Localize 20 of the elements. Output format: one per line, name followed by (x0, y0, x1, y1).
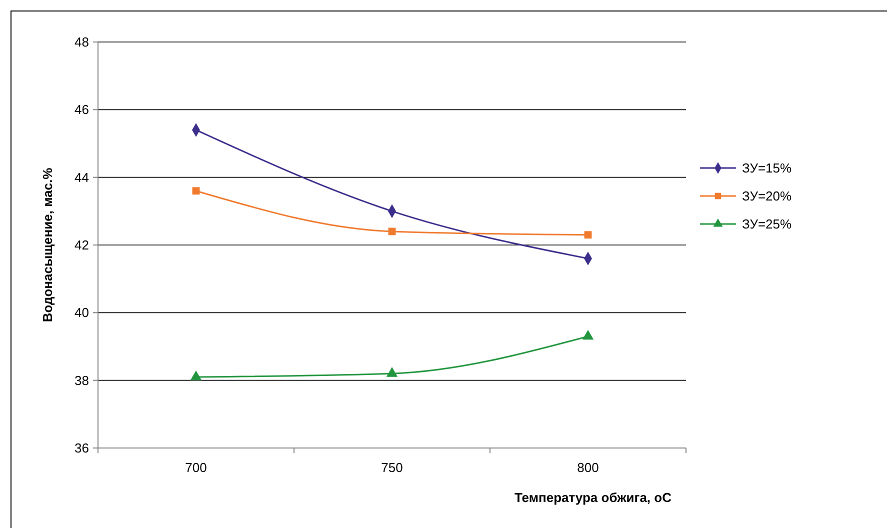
point (192, 187, 200, 195)
y-tick-label: 48 (74, 34, 89, 50)
x-tick-label: 750 (381, 460, 403, 475)
y-tick-label: 46 (74, 102, 89, 118)
y-tick-label: 36 (74, 440, 89, 456)
point (386, 367, 398, 377)
y-tick-label: 40 (74, 305, 89, 320)
point (582, 330, 594, 340)
y-tick-label: 44 (74, 170, 89, 185)
legend-label: ЗУ=20% (742, 188, 792, 204)
y-tick-label: 42 (74, 238, 89, 253)
legend-label: ЗУ=25% (742, 216, 792, 232)
y-tick-label: 38 (74, 372, 89, 388)
y-axis-title: Водонасыщение, мас.% (40, 167, 55, 322)
point (190, 370, 202, 380)
point (584, 231, 592, 239)
x-tick-label: 700 (185, 460, 207, 475)
x-axis-title: Температура обжига, оС (514, 490, 672, 505)
x-tick-label: 800 (577, 460, 599, 475)
legend-label: ЗУ=15% (742, 160, 792, 176)
